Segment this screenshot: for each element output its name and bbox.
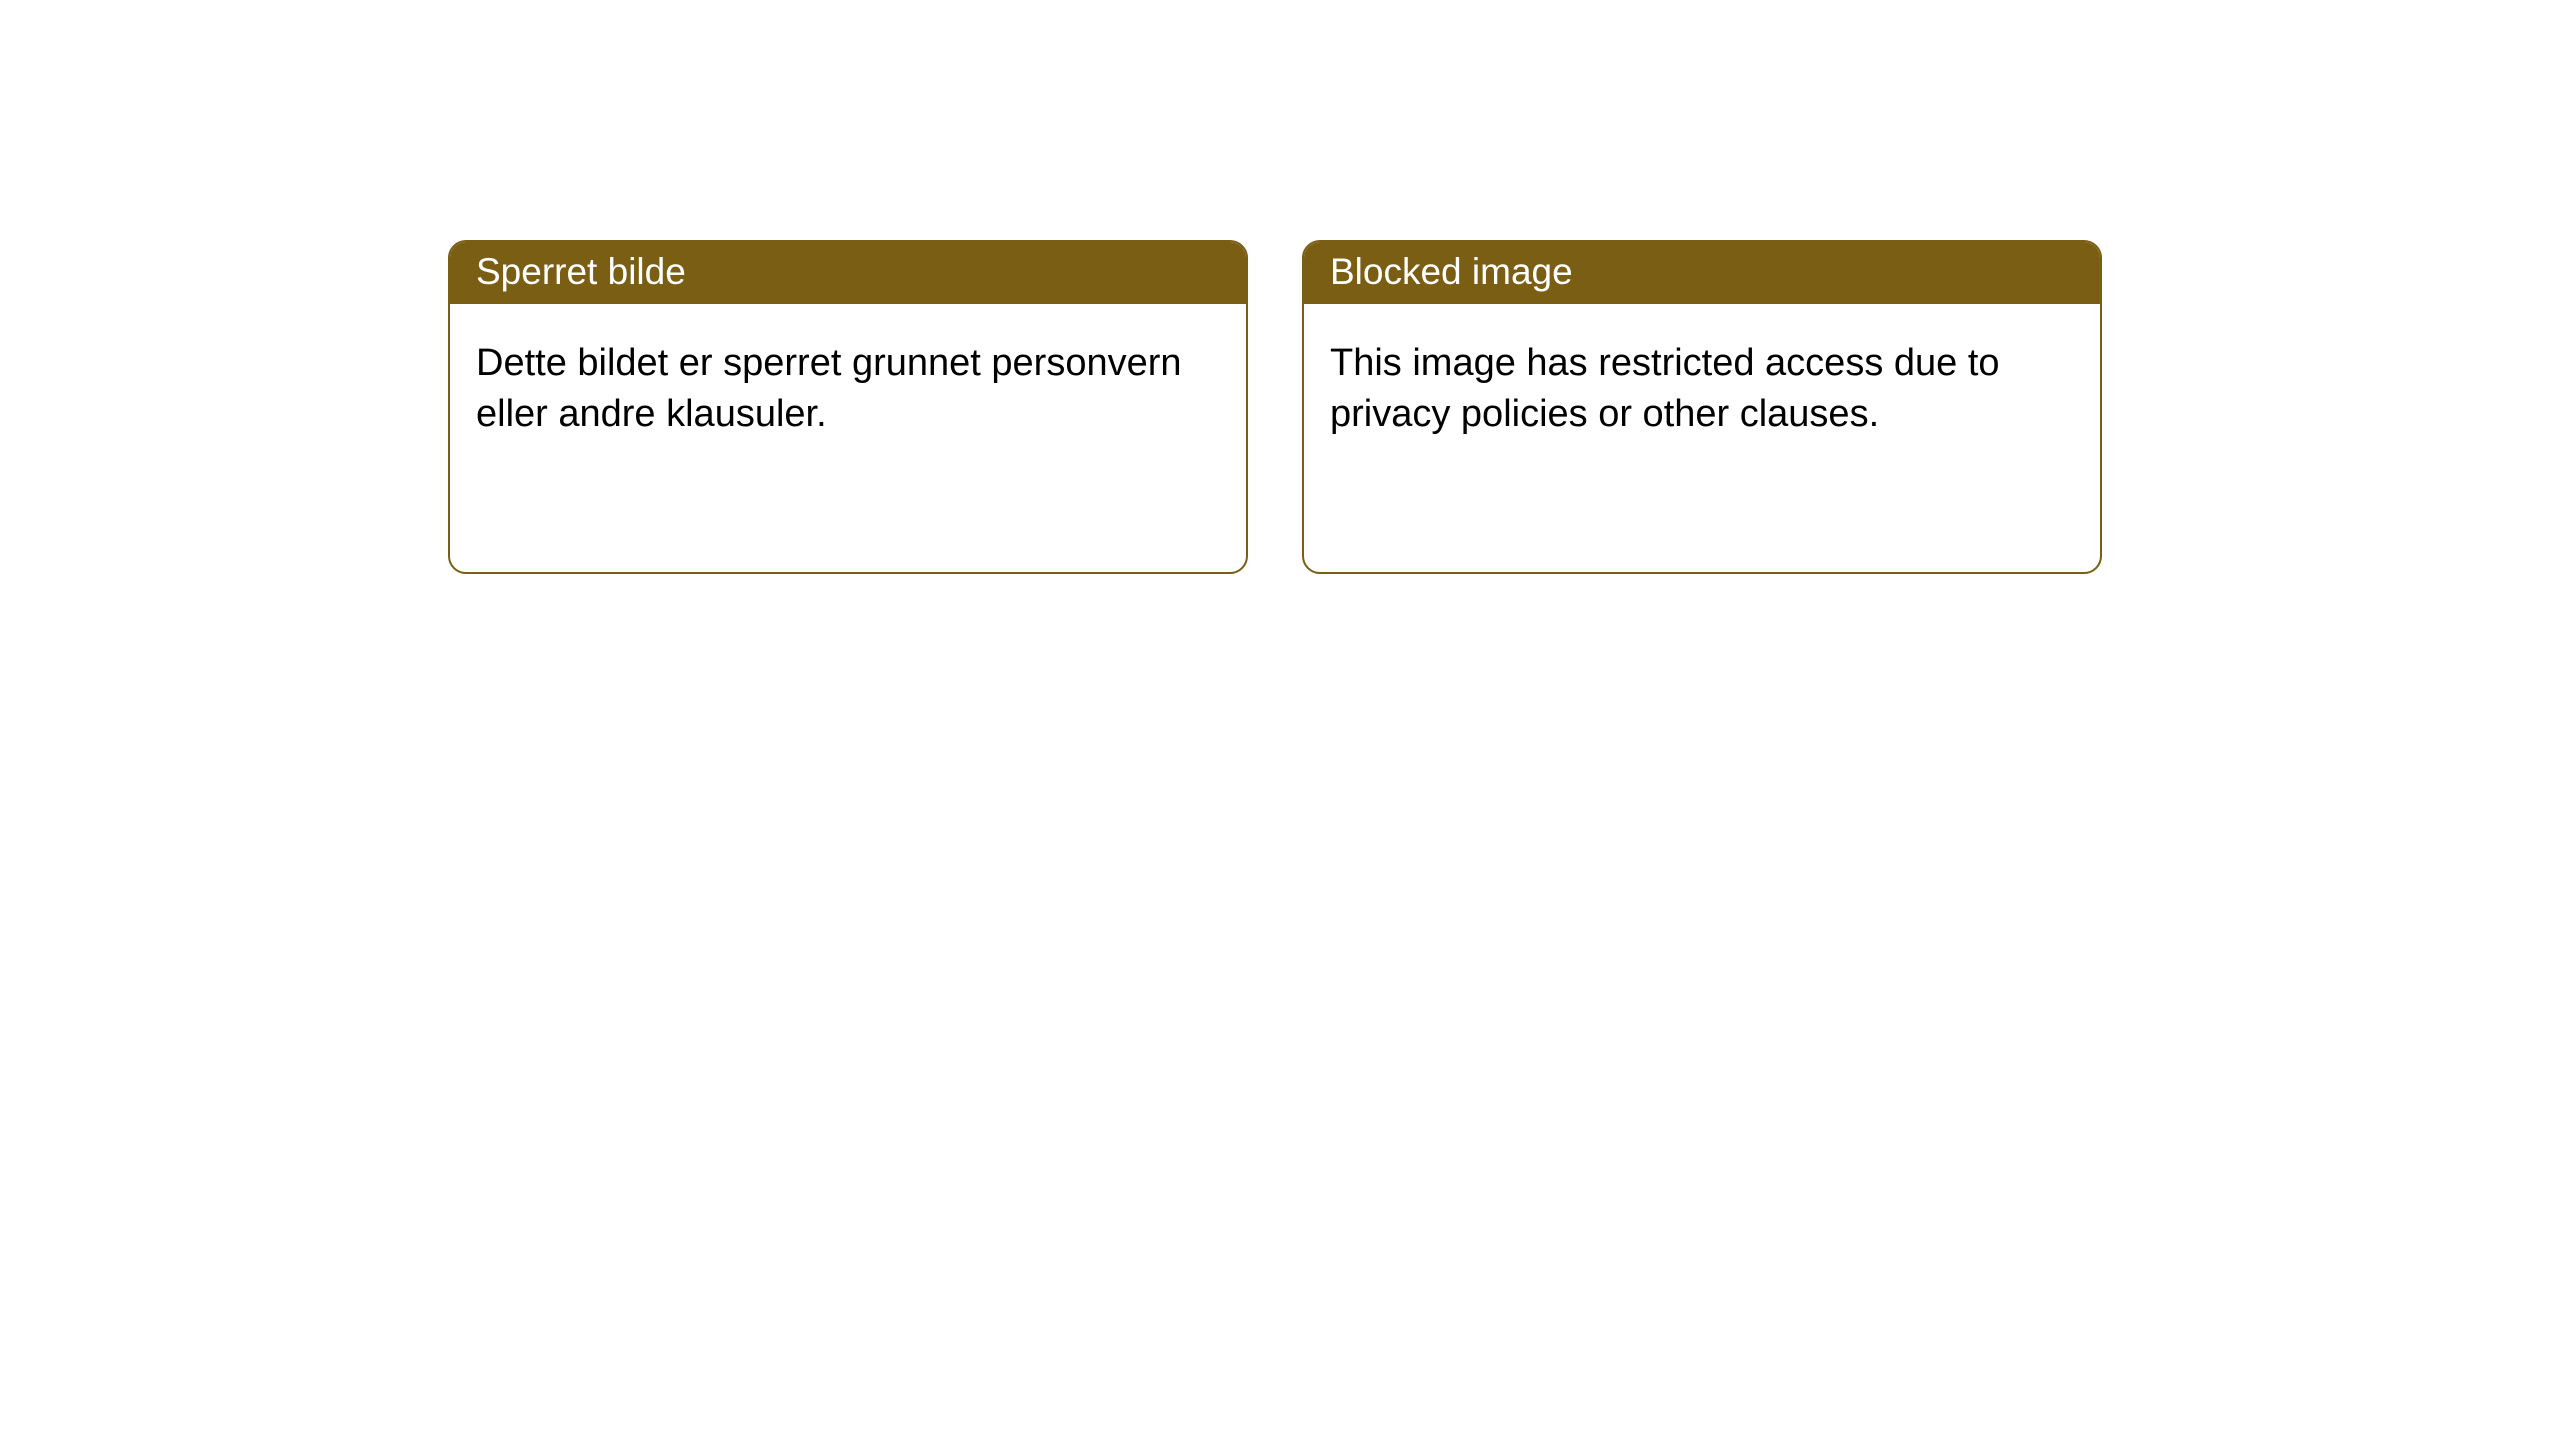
card-message-en: This image has restricted access due to … [1330,342,2000,434]
card-message-no: Dette bildet er sperret grunnet personve… [476,342,1182,434]
card-title-en: Blocked image [1330,251,1573,292]
blocked-image-card-no: Sperret bilde Dette bildet er sperret gr… [448,240,1248,574]
notice-container: Sperret bilde Dette bildet er sperret gr… [0,0,2560,574]
card-body-en: This image has restricted access due to … [1304,304,2100,464]
blocked-image-card-en: Blocked image This image has restricted … [1302,240,2102,574]
card-header-no: Sperret bilde [450,242,1246,304]
card-body-no: Dette bildet er sperret grunnet personve… [450,304,1246,464]
card-title-no: Sperret bilde [476,251,686,292]
card-header-en: Blocked image [1304,242,2100,304]
